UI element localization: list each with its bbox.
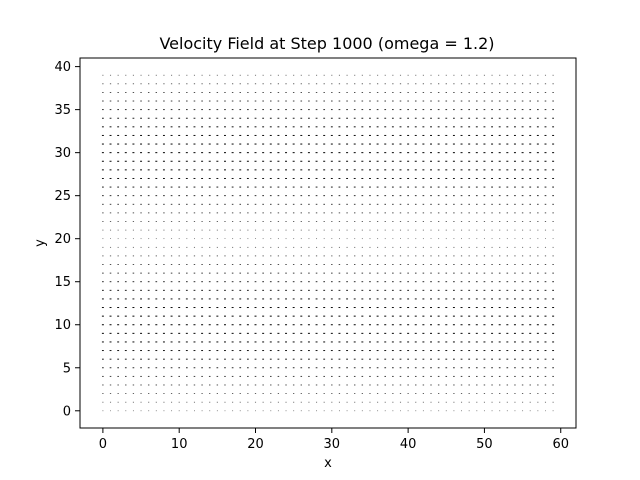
y-tick-label: 5 [63, 361, 71, 376]
x-axis-label: x [324, 456, 332, 471]
y-tick-label: 30 [54, 146, 71, 161]
y-tick-label: 35 [54, 103, 71, 118]
x-tick-label: 20 [247, 437, 264, 452]
plot-frame [79, 57, 577, 429]
y-axis: 0 5 10 15 20 25 30 35 40 [54, 60, 80, 419]
x-tick-label: 50 [476, 437, 493, 452]
y-tick-label: 25 [54, 189, 71, 204]
y-tick-label: 40 [54, 60, 71, 75]
x-axis: 0 10 20 30 40 50 60 [99, 428, 569, 452]
x-tick-label: 40 [400, 437, 417, 452]
x-tick-label: 0 [99, 437, 107, 452]
y-axis-label: y [33, 239, 48, 247]
quiver-arrows [101, 74, 555, 412]
chart-title: Velocity Field at Step 1000 (omega = 1.2… [159, 34, 494, 53]
x-tick-label: 10 [171, 437, 188, 452]
y-tick-label: 20 [54, 232, 71, 247]
y-tick-label: 10 [54, 318, 71, 333]
y-tick-label: 15 [54, 275, 71, 290]
y-tick-label: 0 [63, 404, 71, 419]
x-tick-label: 30 [324, 437, 341, 452]
x-tick-label: 60 [552, 437, 569, 452]
